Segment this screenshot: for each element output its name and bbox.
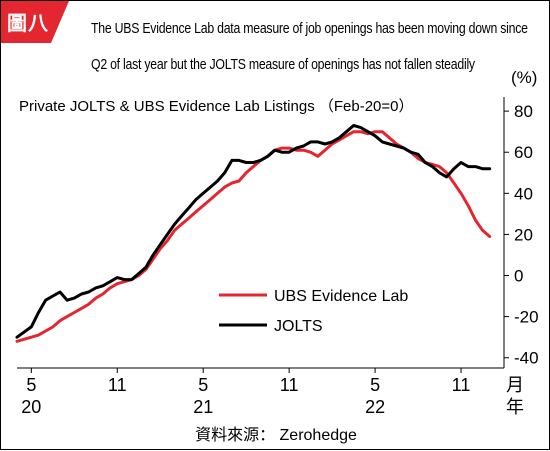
x-year-label-2: 21	[193, 397, 213, 417]
x-tick-label-4: 5	[370, 375, 380, 395]
chart-title: Private JOLTS & UBS Evidence Lab Listing…	[19, 98, 414, 115]
x-tick-label-5: 11	[452, 375, 471, 395]
x-tick-label-0: 5	[26, 375, 36, 395]
source-note: 資料來源： Zerohedge	[195, 427, 357, 444]
x-tick-label-2: 5	[198, 375, 208, 395]
y-tick-label-5: 60	[514, 143, 533, 162]
y-tick-label-4: 40	[514, 184, 533, 203]
legend-label-1: JOLTS	[274, 318, 323, 335]
y-tick-label-6: 80	[514, 102, 533, 121]
x-tick-label-1: 11	[108, 375, 127, 395]
x-unit-year: 年	[506, 397, 524, 418]
y-tick-label-3: 20	[514, 225, 533, 244]
badge-shape	[1, 1, 69, 43]
header-line-2: Q2 of last year but the JOLTS measure of…	[91, 56, 475, 73]
legend-label-0: UBS Evidence Lab	[274, 288, 408, 305]
badge-label: 圖八	[7, 13, 49, 35]
x-year-label-4: 22	[365, 397, 385, 417]
y-unit-label: (%)	[511, 68, 537, 87]
y-tick-label-2: 0	[514, 267, 523, 286]
x-unit-month: 月	[506, 375, 524, 396]
x-year-label-0: 20	[21, 397, 41, 417]
y-tick-label-0: -40	[514, 349, 539, 368]
x-tick-label-3: 11	[280, 375, 299, 395]
badge-tab	[1, 1, 69, 43]
y-tick-label-1: -20	[514, 308, 539, 327]
header-line-1: The UBS Evidence Lab data measure of job…	[91, 20, 528, 37]
series-line-jolts	[15, 124, 492, 339]
